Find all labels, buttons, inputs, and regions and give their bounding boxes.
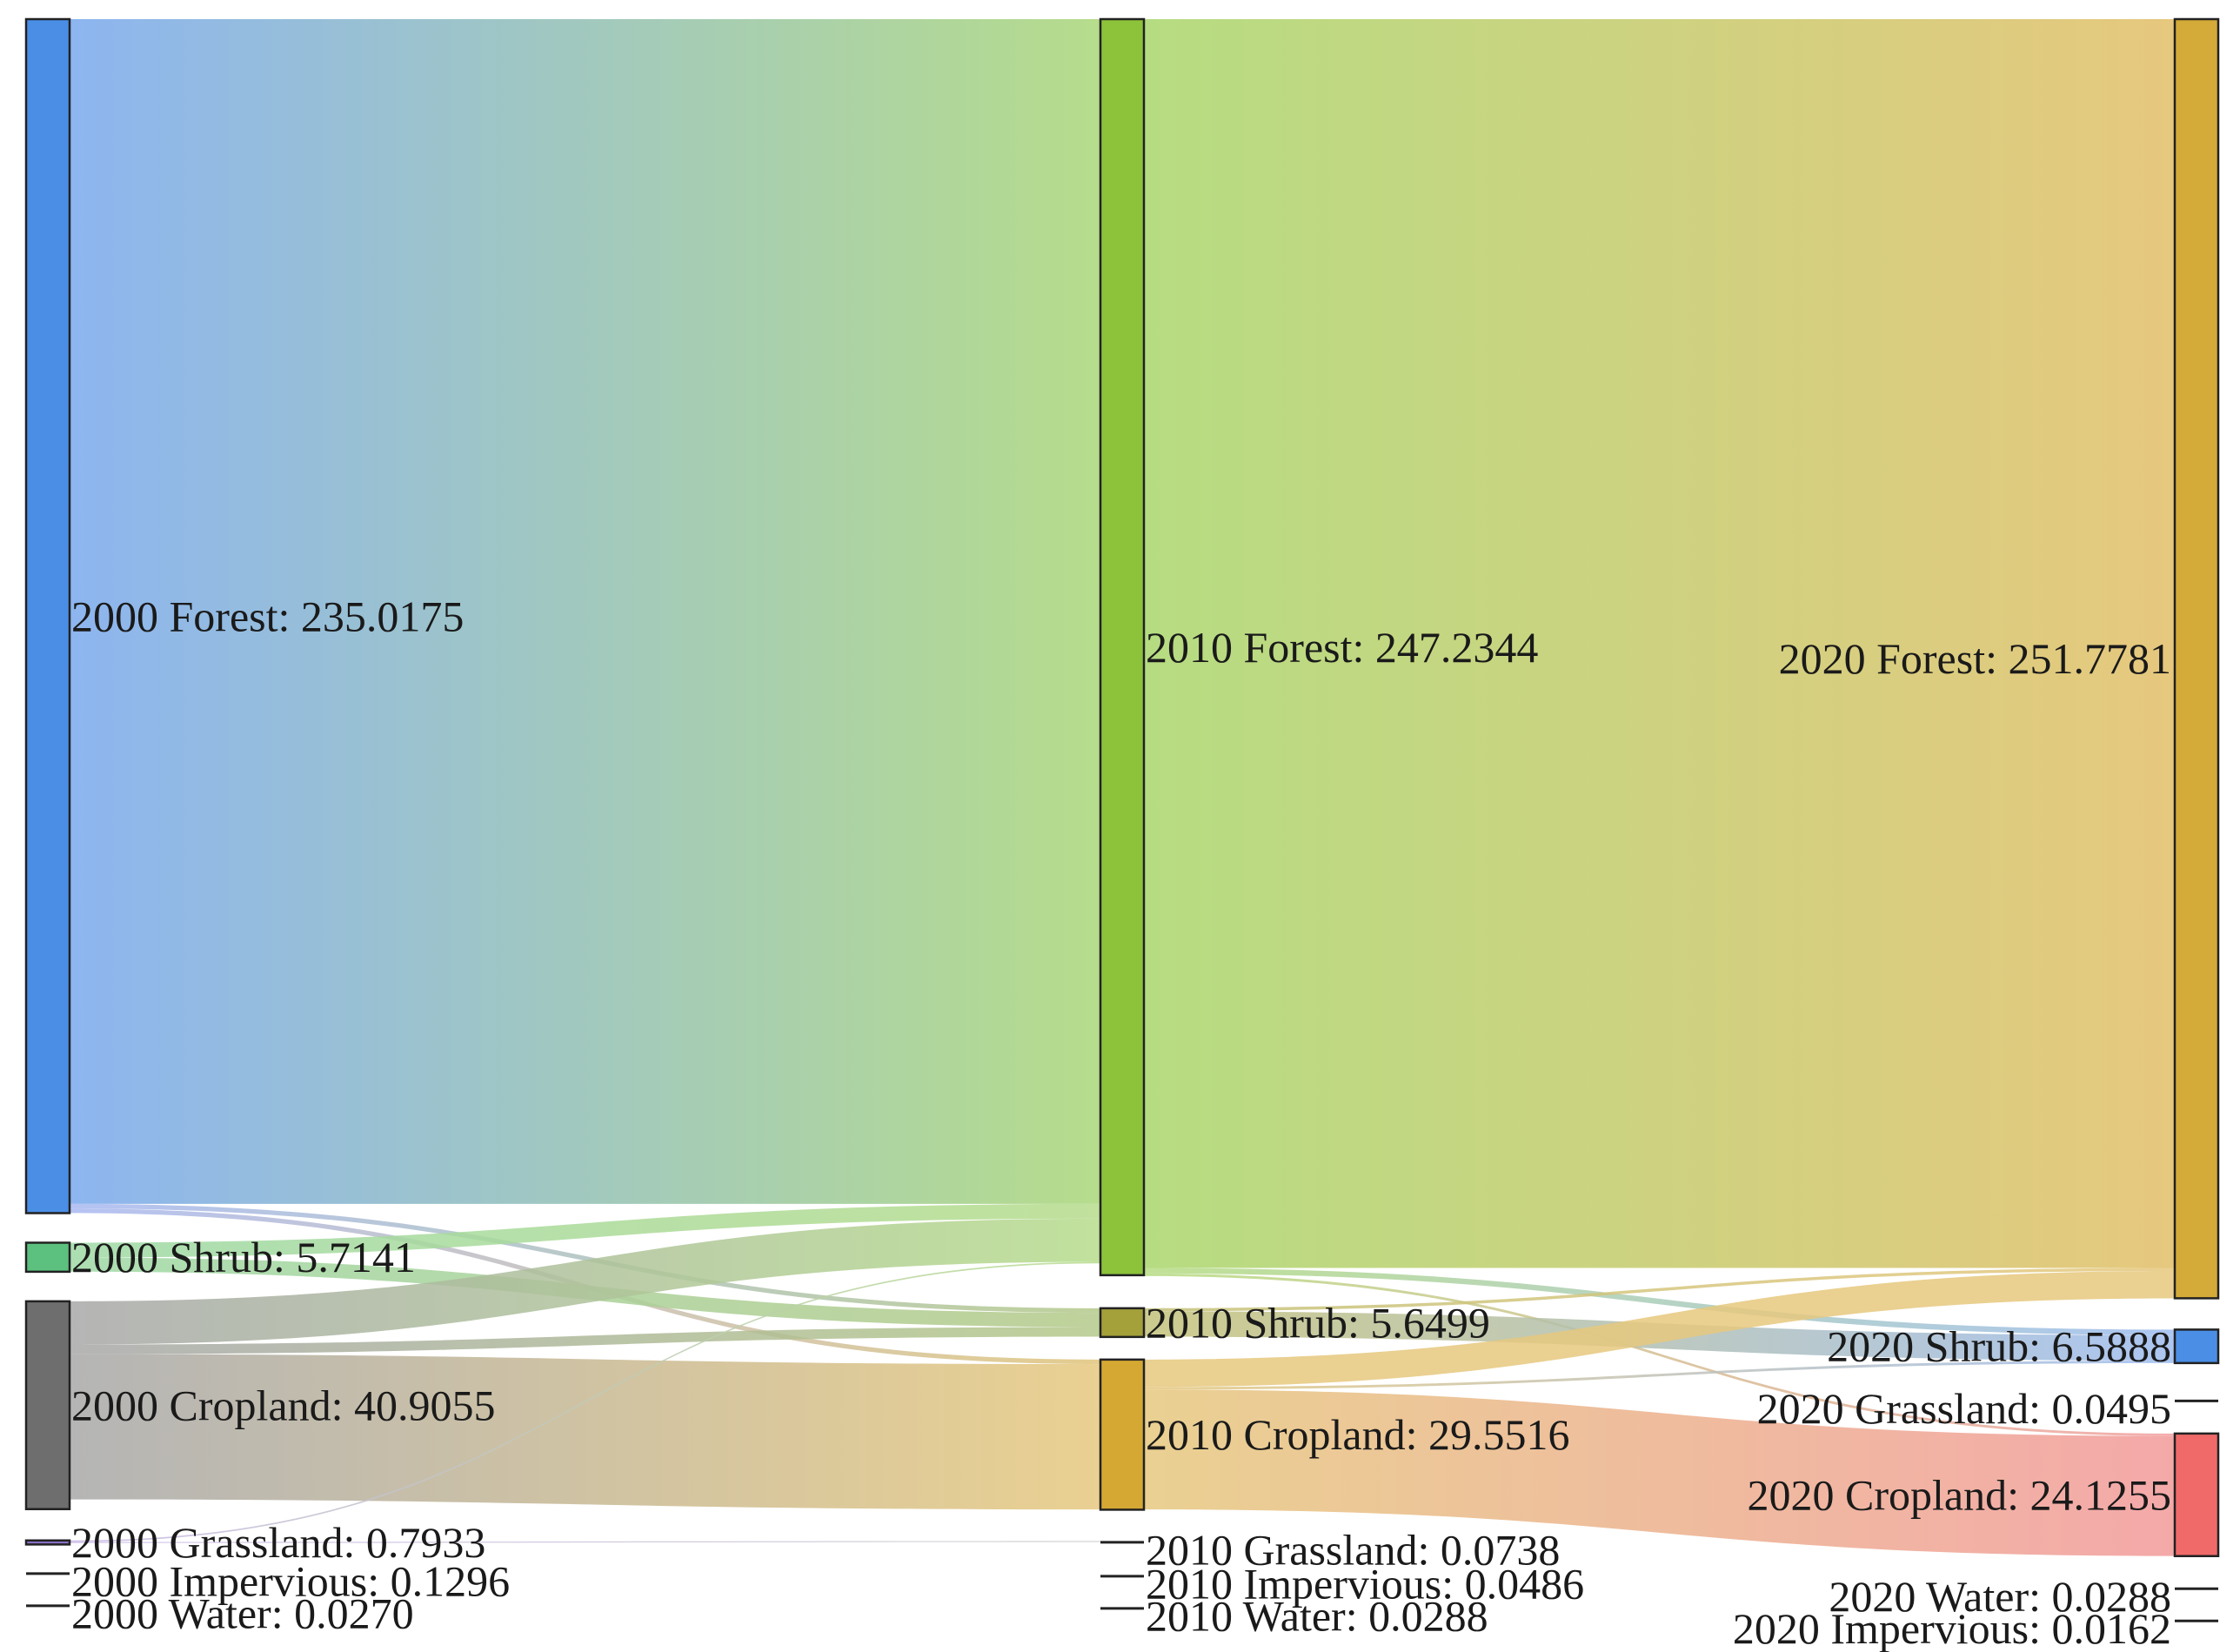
- links-layer: [70, 19, 2175, 1556]
- label-2010-water: 2010 Water: 0.0288: [1146, 1591, 1488, 1640]
- label-2010-grassland: 2010 Grassland: 0.0738: [1146, 1525, 1560, 1574]
- node-2010-shrub: [1099, 1307, 1146, 1339]
- link-2000-grassland-to-2010-forest: [70, 1261, 1100, 1542]
- node-2000-grassland: [24, 1539, 71, 1546]
- label-2010-impervious: 2010 Impervious: 0.0486: [1146, 1559, 1584, 1608]
- link-2010-forest-to-2020-shrub: [1144, 1267, 2175, 1335]
- node-2000-forest: [24, 17, 71, 1214]
- label-2000-shrub: 2000 Shrub: 5.7141: [71, 1233, 416, 1281]
- link-2010-forest-to-2020-forest: [1144, 19, 2175, 1268]
- label-2020-water: 2020 Water: 0.0288: [1829, 1572, 2171, 1621]
- label-2010-forest: 2010 Forest: 247.2344: [1146, 623, 1538, 672]
- node-2010-cropland: [1099, 1358, 1146, 1511]
- node-2020-cropland: [2173, 1432, 2220, 1558]
- link-2010-cropland-to-2020-shrub: [1144, 1361, 2175, 1390]
- label-2020-grassland: 2020 Grassland: 0.0495: [1757, 1384, 2171, 1433]
- link-2000-shrub-to-2010-forest: [70, 1203, 1100, 1258]
- link-2000-cropland-to-2010-forest: [70, 1218, 1100, 1345]
- nodes-layer: [24, 17, 2220, 1622]
- label-2020-forest: 2020 Forest: 251.7781: [1779, 634, 2171, 683]
- link-2010-shrub-to-2020-forest: [1144, 1267, 2175, 1312]
- link-2000-cropland-to-2010-cropland: [70, 1354, 1100, 1510]
- labels-layer: 2000 Forest: 235.0175 2000 Shrub: 5.7141 2…: [71, 592, 2171, 1652]
- node-2010-forest: [1099, 17, 1146, 1277]
- node-2020-forest: [2173, 17, 2220, 1300]
- link-2000-grassland-to-2010-grassland: [70, 1541, 1100, 1543]
- label-2020-impervious: 2020 Impervious: 0.0162: [1733, 1604, 2171, 1652]
- link-2000-cropland-to-2010-shrub: [70, 1327, 1100, 1354]
- link-2010-cropland-to-2020-forest: [1144, 1270, 2175, 1388]
- node-2000-shrub: [24, 1241, 71, 1274]
- label-2010-cropland: 2010 Cropland: 29.5516: [1146, 1410, 1569, 1459]
- node-2020-shrub: [2173, 1328, 2220, 1365]
- link-2010-cropland-to-2020-cropland: [1144, 1389, 2175, 1556]
- label-2000-cropland: 2000 Cropland: 40.9055: [71, 1381, 495, 1429]
- label-2010-shrub: 2010 Shrub: 5.6499: [1146, 1298, 1490, 1347]
- label-2000-forest: 2000 Forest: 235.0175: [71, 592, 464, 640]
- link-2000-forest-to-2010-forest: [70, 19, 1100, 1204]
- label-2020-cropland: 2020 Cropland: 24.1255: [1748, 1470, 2171, 1519]
- label-2000-grassland: 2000 Grassland: 0.7933: [71, 1518, 485, 1567]
- link-2010-forest-to-2020-cropland: [1144, 1273, 2175, 1436]
- label-2000-impervious: 2000 Impervious: 0.1296: [71, 1556, 510, 1605]
- link-2000-forest-to-2010-shrub: [70, 1203, 1100, 1314]
- node-2000-cropland: [24, 1300, 71, 1511]
- label-2000-water: 2000 Water: 0.0270: [71, 1588, 414, 1637]
- label-2020-shrub: 2020 Shrub: 6.5888: [1827, 1322, 2171, 1371]
